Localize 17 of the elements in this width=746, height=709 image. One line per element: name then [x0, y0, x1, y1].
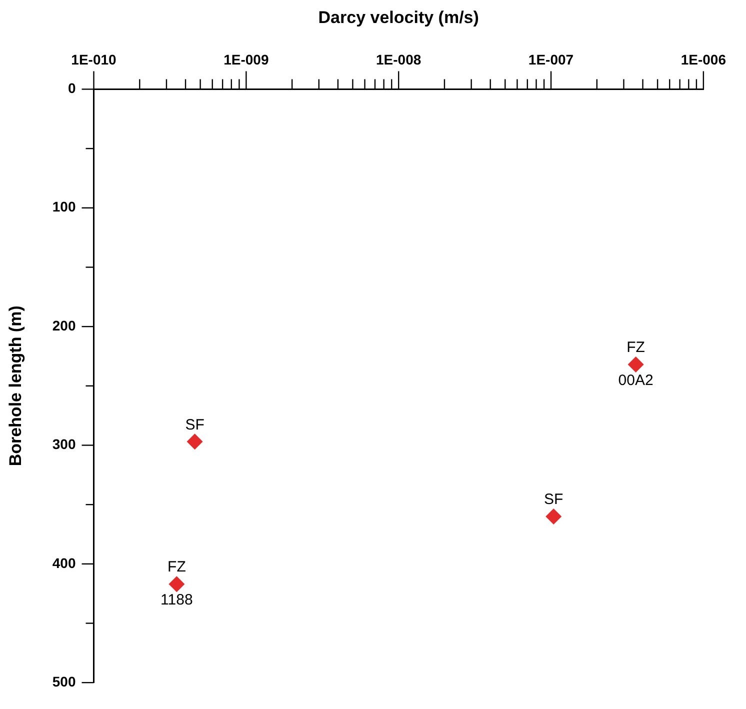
x-tick-label: 1E-009	[224, 52, 269, 68]
annotation: SF	[544, 491, 564, 508]
y-tick-label: 300	[52, 436, 76, 452]
x-axis-title: Darcy velocity (m/s)	[318, 8, 479, 27]
y-tick-label: 0	[68, 80, 76, 96]
x-tick-label: 1E-006	[680, 52, 726, 68]
y-tick-label: 500	[52, 673, 76, 690]
x-tick-label: 1E-008	[376, 52, 422, 68]
y-tick-label: 400	[52, 554, 76, 571]
x-tick-label: 1E-007	[528, 52, 574, 68]
annotation: SF	[185, 416, 204, 434]
annotation: FZ 00A2	[618, 339, 654, 390]
annotation: FZ 1188	[160, 558, 193, 609]
y-tick-label: 200	[52, 317, 76, 334]
y-axis-title: Borehole length (m)	[6, 306, 25, 466]
x-tick-label: 1E-010	[71, 52, 117, 68]
y-tick-label: 100	[52, 198, 76, 215]
